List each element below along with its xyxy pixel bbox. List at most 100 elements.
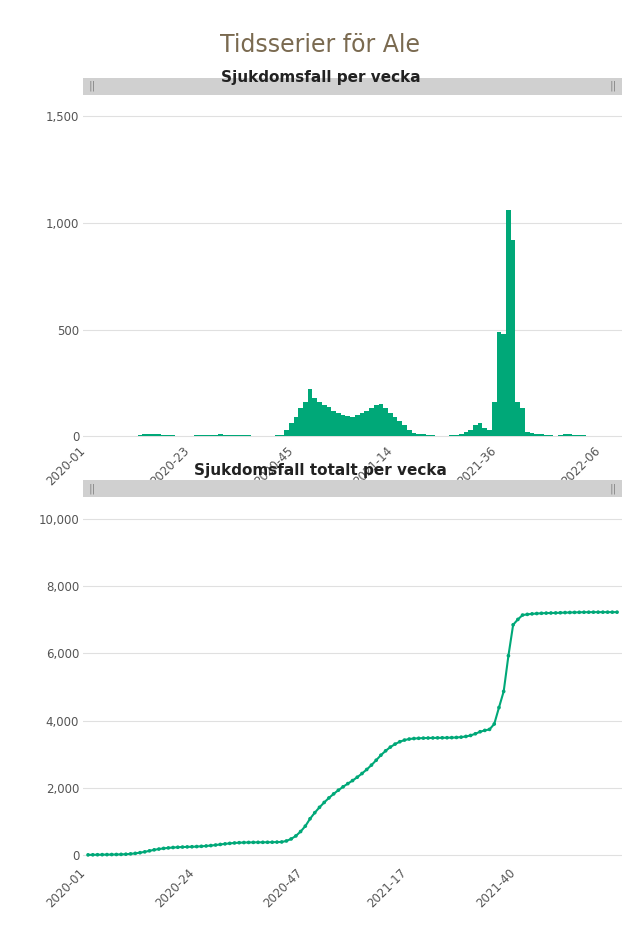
Bar: [369, 408, 374, 436]
Point: [83, 848, 93, 863]
Point: [296, 824, 306, 839]
Bar: [322, 405, 326, 436]
Bar: [558, 435, 563, 436]
Bar: [492, 402, 497, 436]
Point: [560, 605, 570, 620]
Point: [338, 779, 348, 795]
Point: [329, 786, 339, 801]
Point: [362, 762, 372, 777]
Text: ||: ||: [609, 483, 617, 494]
Point: [272, 834, 282, 849]
Bar: [478, 423, 483, 436]
Bar: [402, 425, 407, 436]
Point: [215, 837, 226, 852]
Point: [569, 605, 579, 620]
Text: ||: ||: [609, 80, 617, 92]
Bar: [412, 433, 416, 436]
Point: [442, 730, 452, 745]
Point: [541, 605, 551, 620]
Point: [461, 729, 471, 744]
Point: [276, 834, 287, 849]
Bar: [426, 435, 431, 436]
Bar: [388, 413, 393, 436]
Point: [97, 848, 107, 863]
Bar: [520, 408, 525, 436]
Point: [262, 834, 272, 849]
Point: [593, 604, 603, 619]
Point: [172, 840, 183, 855]
Point: [503, 648, 513, 663]
Bar: [232, 435, 237, 436]
Point: [102, 847, 112, 862]
Point: [234, 835, 244, 850]
Bar: [218, 435, 222, 436]
Point: [551, 605, 561, 620]
Bar: [364, 410, 369, 436]
Point: [314, 800, 324, 815]
Point: [537, 606, 547, 621]
Point: [305, 812, 315, 827]
Bar: [345, 416, 350, 436]
Bar: [355, 415, 360, 436]
Point: [144, 843, 154, 858]
Bar: [289, 423, 294, 436]
Bar: [208, 435, 213, 436]
Bar: [572, 435, 577, 436]
Bar: [204, 435, 208, 436]
Bar: [421, 435, 426, 436]
Point: [178, 839, 188, 854]
Bar: [303, 402, 308, 436]
Point: [168, 840, 178, 855]
Point: [475, 724, 485, 740]
Point: [149, 842, 160, 857]
Point: [390, 737, 400, 752]
Point: [409, 731, 419, 746]
Bar: [483, 428, 487, 436]
Bar: [454, 435, 459, 436]
Point: [347, 773, 358, 788]
Point: [224, 836, 235, 851]
Point: [333, 782, 344, 797]
Bar: [162, 435, 166, 436]
Bar: [138, 435, 142, 436]
Point: [130, 846, 140, 861]
Point: [579, 604, 589, 619]
Point: [244, 835, 254, 850]
Point: [352, 770, 362, 785]
Point: [210, 837, 221, 852]
Point: [196, 839, 206, 854]
Point: [92, 848, 103, 863]
Bar: [360, 413, 364, 436]
Bar: [563, 434, 567, 436]
Bar: [379, 404, 383, 436]
Point: [456, 729, 466, 744]
Point: [433, 730, 443, 745]
Point: [494, 700, 504, 715]
Bar: [294, 417, 298, 436]
Point: [319, 795, 329, 810]
Bar: [308, 389, 312, 436]
Point: [182, 839, 192, 854]
Bar: [317, 402, 322, 436]
Point: [545, 605, 556, 620]
Point: [612, 604, 622, 619]
Point: [583, 604, 594, 619]
Point: [381, 743, 391, 759]
Bar: [567, 435, 572, 436]
Text: ||: ||: [88, 80, 96, 92]
Bar: [222, 435, 228, 436]
Point: [158, 841, 169, 856]
Point: [413, 731, 424, 746]
Bar: [416, 434, 421, 436]
Point: [300, 818, 310, 833]
Text: Tidsserier för Ale: Tidsserier för Ale: [221, 33, 420, 57]
Point: [187, 839, 197, 854]
Point: [291, 829, 301, 844]
Point: [357, 766, 367, 781]
Point: [206, 838, 216, 853]
Bar: [228, 435, 232, 436]
Point: [239, 835, 249, 850]
Point: [607, 604, 617, 619]
Bar: [487, 430, 492, 436]
Point: [324, 791, 334, 806]
